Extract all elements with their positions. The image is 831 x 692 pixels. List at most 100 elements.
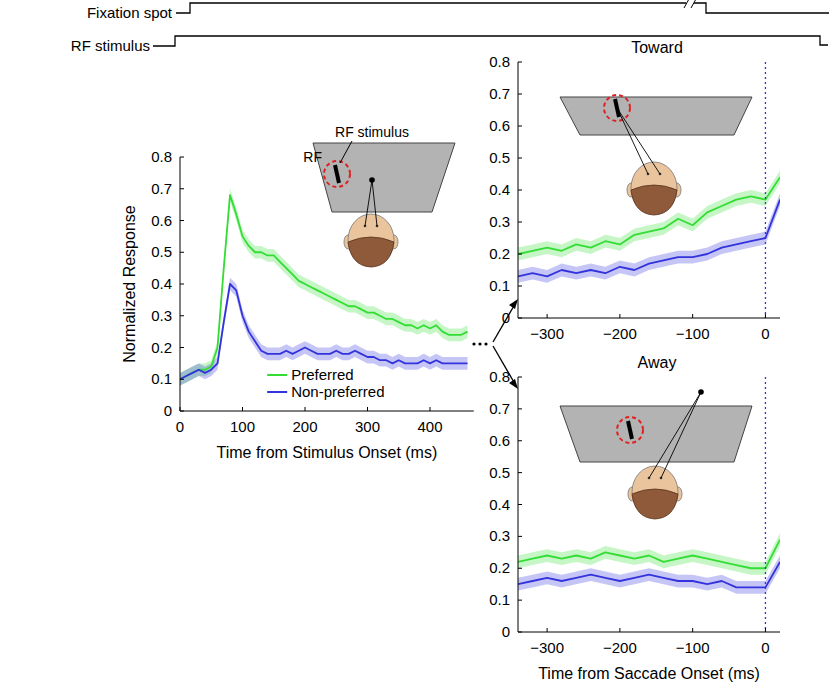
y-tick (518, 94, 522, 95)
x-tick-label: −200 (603, 325, 637, 342)
timeline-trace (153, 36, 828, 46)
gaze-line (365, 180, 372, 226)
head-face (631, 162, 677, 214)
timeline-break (691, 0, 696, 8)
screen (560, 97, 752, 135)
x-axis-title: Time from Stimulus Onset (ms) (216, 444, 437, 461)
y-tick (180, 284, 184, 285)
y-tick-label: 0.6 (151, 212, 172, 229)
y-tick-label: 0.2 (489, 245, 510, 262)
gaze-line (617, 108, 660, 174)
screen (560, 406, 752, 462)
head-face (348, 214, 394, 266)
y-tick (518, 222, 522, 223)
y-tick-label: 0.6 (489, 432, 510, 449)
y-tick (518, 632, 522, 633)
y-tick-label: 0.1 (151, 370, 172, 387)
rf-circle (617, 417, 643, 443)
y-tick-label: 0.5 (489, 149, 510, 166)
x-tick (547, 628, 548, 632)
plot-marks (518, 62, 780, 318)
y-tick-label: 0.3 (151, 307, 172, 324)
y-tick (180, 252, 184, 253)
legend-label: Non-preferred (291, 383, 384, 400)
annotation: RF stimulus (335, 124, 409, 140)
y-tick (518, 318, 522, 319)
chart: −300−200−100000.10.20.30.40.50.60.70.8Aw… (489, 354, 780, 682)
x-tick-label: −300 (530, 639, 564, 656)
x-tick-label: −200 (603, 639, 637, 656)
plot-marks (180, 189, 468, 386)
timeline-label: RF stimulus (71, 37, 150, 54)
y-tick (180, 188, 184, 189)
rf-stimulus-bar (335, 165, 339, 183)
y-tick-label: 0.2 (151, 339, 172, 356)
x-tick (547, 314, 548, 318)
timeline-label: Fixation spot (87, 4, 173, 21)
y-tick-label: 0.7 (151, 180, 172, 197)
y-tick-label: 0.7 (489, 85, 510, 102)
x-tick-label: 0 (761, 325, 769, 342)
arrow-head (509, 379, 518, 389)
y-tick-label: 0.6 (489, 117, 510, 134)
y-tick-label: 0 (502, 309, 510, 326)
legend-swatch (267, 391, 287, 393)
x-tick (367, 407, 368, 411)
y-tick-label: 0.4 (151, 275, 172, 292)
x-tick-label: 0 (761, 639, 769, 656)
gaze-line (649, 392, 701, 478)
annotation-pointer (340, 141, 352, 163)
x-tick-label: 0 (176, 418, 184, 435)
ellipsis-dot (472, 342, 475, 345)
legend: PreferredNon-preferred (267, 366, 384, 400)
y-tick-label: 0.8 (489, 368, 510, 385)
x-tick-label: 300 (355, 418, 380, 435)
y-tick-label: 0.2 (489, 559, 510, 576)
reference-line (765, 377, 766, 632)
y-tick (180, 315, 184, 316)
x-tick (180, 407, 181, 411)
x-tick-label: 100 (230, 418, 255, 435)
head-face (632, 466, 678, 518)
series-line (518, 540, 780, 569)
arrow-head (509, 299, 518, 309)
y-axis-title: Normalized Response (121, 205, 138, 363)
y-tick-label: 0.5 (151, 243, 172, 260)
series-line (180, 284, 468, 379)
x-tick (692, 628, 693, 632)
screen (313, 143, 455, 212)
y-tick (518, 600, 522, 601)
y-tick (518, 158, 522, 159)
y-tick-label: 0.7 (489, 400, 510, 417)
y-tick (180, 379, 184, 380)
gaze-line (372, 180, 377, 226)
x-tick (430, 407, 431, 411)
y-tick-label: 0.4 (489, 496, 510, 513)
x-tick-label: −100 (676, 639, 710, 656)
y-tick (180, 347, 184, 348)
x-tick (619, 628, 620, 632)
figure: Fixation spotRF stimulusRF stimulusRF010… (0, 0, 831, 692)
y-tick-label: 0.8 (151, 148, 172, 165)
y-tick (180, 411, 184, 412)
error-band (518, 556, 780, 594)
x-tick-label: −100 (676, 325, 710, 342)
y-tick (180, 220, 184, 221)
y-tick (518, 440, 522, 441)
ellipsis-dot (484, 342, 487, 345)
x-axis (518, 318, 780, 319)
y-tick-label: 0.4 (489, 181, 510, 198)
head-hair (631, 185, 677, 215)
error-band (518, 193, 780, 283)
y-tick-label: 0.5 (489, 464, 510, 481)
x-axis-title: Time from Saccade Onset (ms) (538, 665, 760, 682)
chart: 010020030040000.10.20.30.40.50.60.70.8Ti… (121, 148, 474, 461)
y-tick (180, 157, 184, 158)
y-tick (518, 568, 522, 569)
legend-label: Preferred (291, 366, 354, 383)
y-tick (518, 536, 522, 537)
x-tick-label: 400 (417, 418, 442, 435)
y-tick (518, 286, 522, 287)
series-line (518, 200, 780, 277)
x-tick (242, 407, 243, 411)
